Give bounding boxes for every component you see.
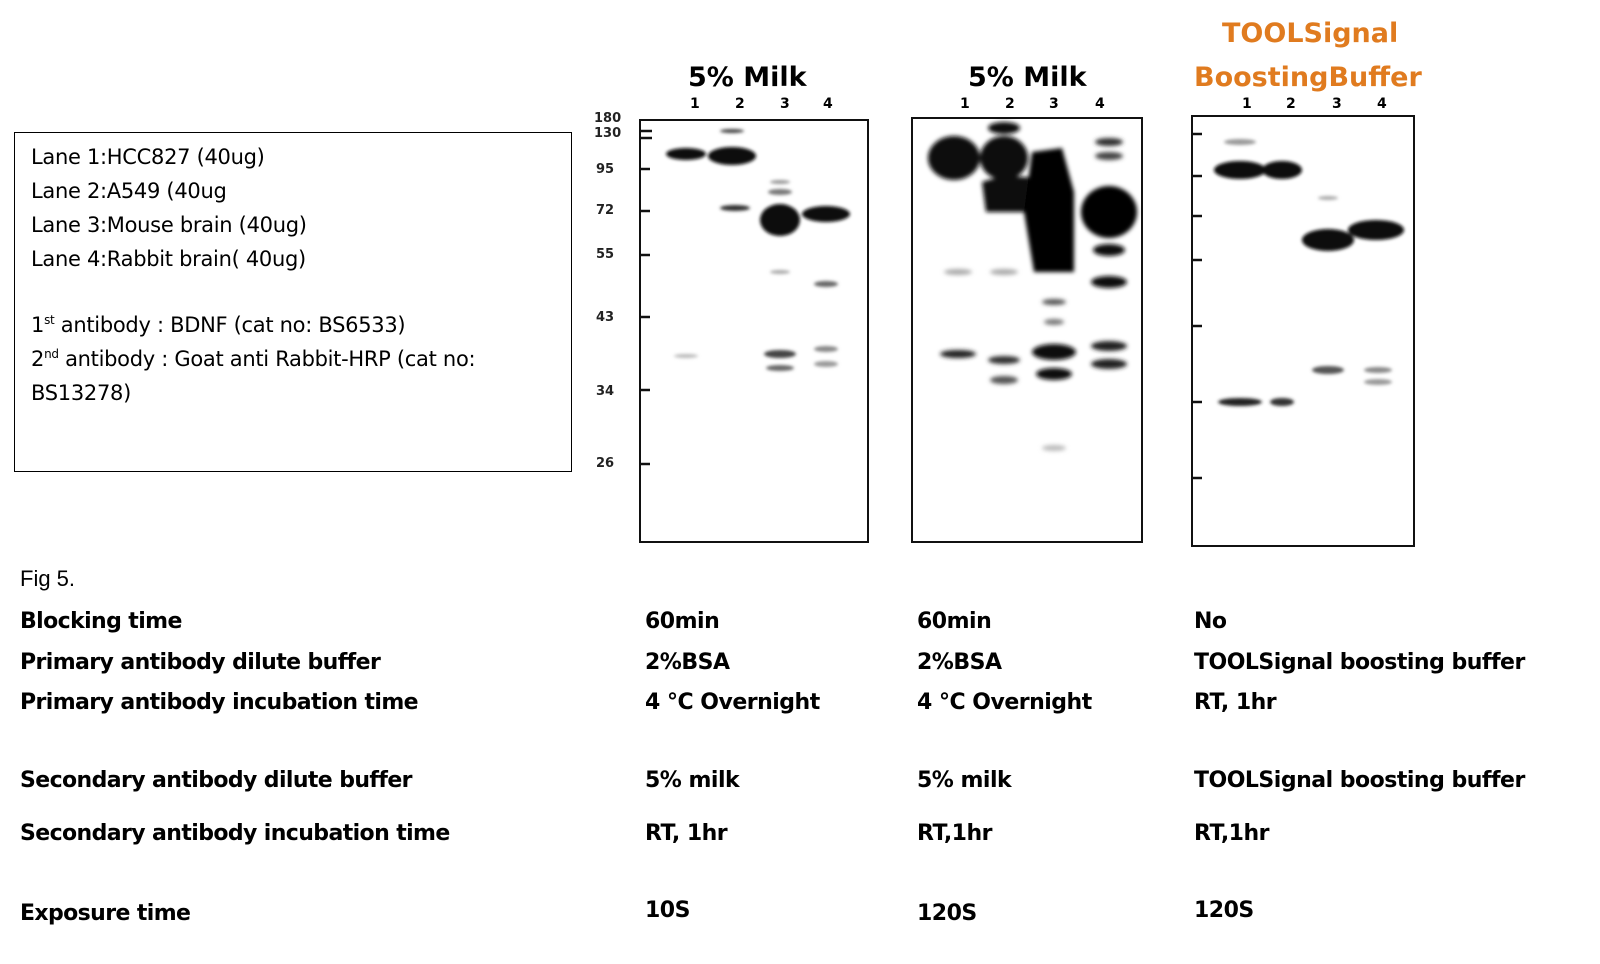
panel-2-lane-2: 2	[1005, 96, 1015, 112]
row-label-blocking-time: Blocking time	[20, 609, 182, 634]
cell-primary-dilute-3: TOOLSignal boosting buffer	[1194, 650, 1525, 675]
legend-box: Lane 1:HCC827 (40ug) Lane 2:A549 (40ug L…	[14, 132, 572, 472]
marker-95: 95	[596, 162, 615, 177]
panel-3-lane-1: 1	[1242, 96, 1252, 112]
primary-ordinal-suffix: st	[44, 313, 55, 327]
panel-1-lane-2: 2	[735, 96, 745, 112]
cell-blocking-1: 60min	[645, 609, 720, 634]
western-blot-panel-2	[911, 117, 1143, 543]
cell-secondary-incubation-1: RT, 1hr	[645, 821, 728, 846]
marker-43: 43	[596, 310, 615, 325]
cell-exposure-1: 10S	[645, 898, 690, 923]
marker-34: 34	[596, 384, 615, 399]
marker-72: 72	[596, 203, 615, 218]
cell-secondary-dilute-3: TOOLSignal boosting buffer	[1194, 768, 1525, 793]
panel-3-title-line2: BoostingBuffer	[1194, 62, 1422, 93]
panel-1-lane-3: 3	[780, 96, 790, 112]
panel-2-lane-1: 1	[960, 96, 970, 112]
marker-130: 130	[594, 126, 622, 141]
panel-1-lane-4: 4	[823, 96, 833, 112]
legend-secondary-antibody: 2nd antibody : Goat anti Rabbit-HRP (cat…	[31, 347, 476, 371]
row-label-primary-incubation: Primary antibody incubation time	[20, 690, 419, 715]
western-blot-panel-1	[639, 119, 869, 543]
cell-primary-incubation-2: 4 °C Overnight	[917, 690, 1092, 715]
cell-secondary-incubation-2: RT,1hr	[917, 821, 993, 846]
primary-ordinal: 1	[31, 313, 45, 337]
row-label-exposure-time: Exposure time	[20, 901, 191, 926]
row-label-secondary-dilute: Secondary antibody dilute buffer	[20, 768, 413, 793]
panel-3-lane-4: 4	[1377, 96, 1387, 112]
western-blot-panel-3	[1191, 115, 1415, 547]
cell-blocking-3: No	[1194, 609, 1227, 634]
primary-text: antibody : BDNF (cat no: BS6533)	[54, 313, 406, 337]
cell-secondary-incubation-3: RT,1hr	[1194, 821, 1270, 846]
panel-2-lane-4: 4	[1095, 96, 1105, 112]
row-label-secondary-incubation: Secondary antibody incubation time	[20, 821, 450, 846]
cell-primary-dilute-1: 2%BSA	[645, 650, 730, 675]
marker-55: 55	[596, 247, 615, 262]
legend-lane-3: Lane 3:Mouse brain (40ug)	[31, 213, 307, 237]
panel-3-lane-2: 2	[1286, 96, 1296, 112]
cell-primary-incubation-1: 4 °C Overnight	[645, 690, 820, 715]
cell-exposure-2: 120S	[917, 901, 977, 926]
legend-primary-antibody: 1st antibody : BDNF (cat no: BS6533)	[31, 313, 406, 337]
panel-3-title-line1: TOOLSignal	[1222, 18, 1399, 49]
legend-lane-2: Lane 2:A549 (40ug	[31, 179, 227, 203]
legend-secondary-antibody-cont: BS13278)	[31, 381, 131, 405]
cell-exposure-3: 120S	[1194, 898, 1254, 923]
cell-blocking-2: 60min	[917, 609, 992, 634]
figure-label: Fig 5.	[20, 566, 76, 591]
secondary-ordinal: 2	[31, 347, 45, 371]
marker-26: 26	[596, 456, 615, 471]
panel-3-lane-3: 3	[1332, 96, 1342, 112]
cell-secondary-dilute-1: 5% milk	[645, 768, 740, 793]
panel-1-title: 5% Milk	[688, 62, 807, 93]
cell-primary-dilute-2: 2%BSA	[917, 650, 1002, 675]
secondary-text: antibody : Goat anti Rabbit-HRP (cat no:	[58, 347, 476, 371]
secondary-ordinal-suffix: nd	[44, 347, 59, 361]
cell-secondary-dilute-2: 5% milk	[917, 768, 1012, 793]
row-label-primary-dilute: Primary antibody dilute buffer	[20, 650, 381, 675]
panel-1-lane-1: 1	[690, 96, 700, 112]
panel-2-lane-3: 3	[1049, 96, 1059, 112]
cell-primary-incubation-3: RT, 1hr	[1194, 690, 1277, 715]
panel-2-title: 5% Milk	[968, 62, 1087, 93]
legend-lane-1: Lane 1:HCC827 (40ug)	[31, 145, 265, 169]
marker-180: 180	[594, 111, 622, 126]
legend-lane-4: Lane 4:Rabbit brain( 40ug)	[31, 247, 306, 271]
